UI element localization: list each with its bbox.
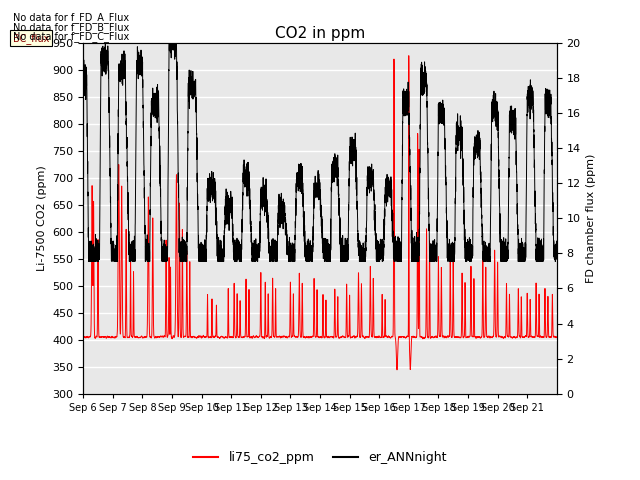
Text: No data for f_FD_A_Flux: No data for f_FD_A_Flux [13, 12, 129, 23]
Legend: li75_co2_ppm, er_ANNnight: li75_co2_ppm, er_ANNnight [188, 446, 452, 469]
Y-axis label: Li-7500 CO2 (ppm): Li-7500 CO2 (ppm) [36, 166, 47, 271]
Text: No data for f_FD_B_Flux: No data for f_FD_B_Flux [13, 22, 129, 33]
Text: BC_flux: BC_flux [13, 33, 49, 44]
Text: No data for f_FD_C_Flux: No data for f_FD_C_Flux [13, 31, 129, 42]
Y-axis label: FD chamber flux (ppm): FD chamber flux (ppm) [586, 154, 596, 283]
Title: CO2 in ppm: CO2 in ppm [275, 25, 365, 41]
